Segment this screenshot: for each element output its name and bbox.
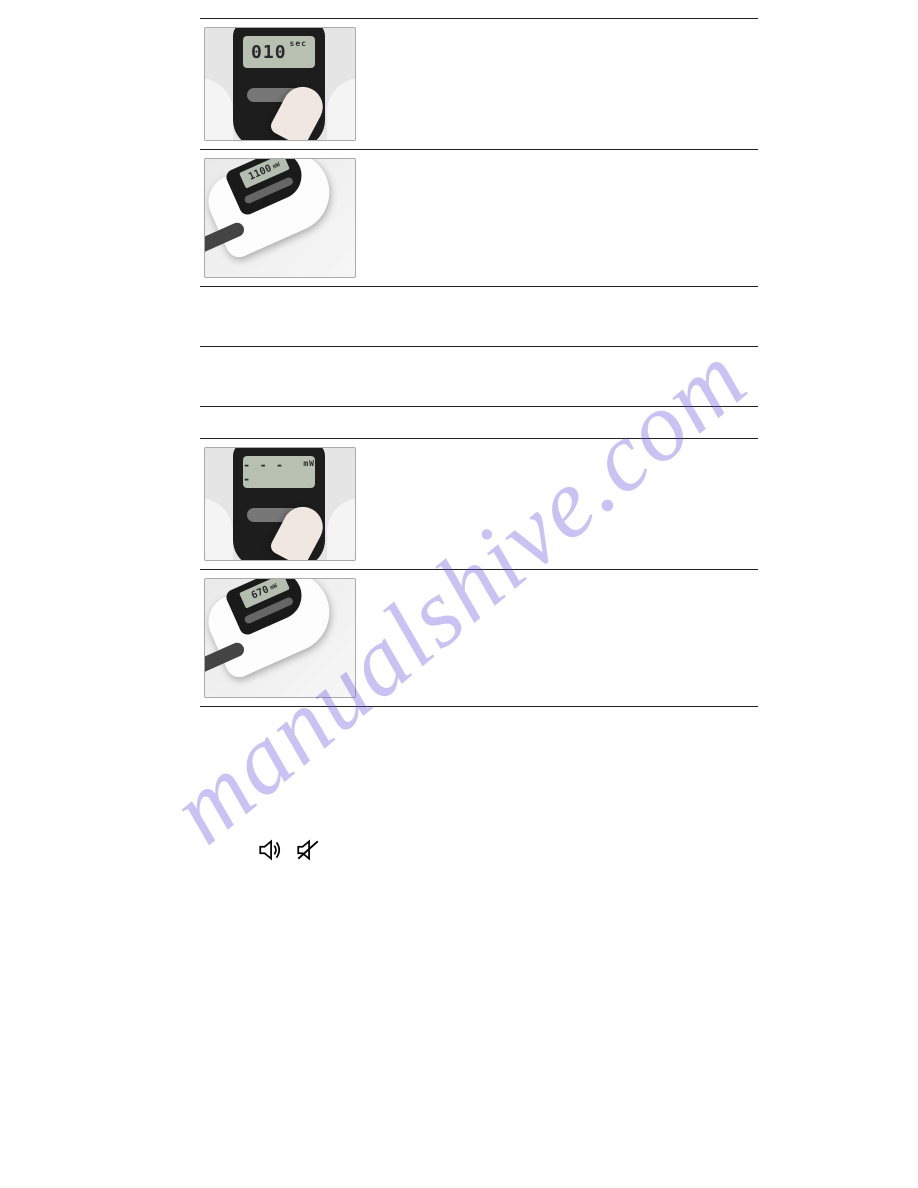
device-side: [327, 498, 356, 561]
table-row: 1100 mW: [200, 149, 758, 286]
device-thumbnail: 670 mW: [204, 578, 356, 698]
speaker-on-icon: [256, 837, 284, 863]
device-thumbnail: - - - - mW: [204, 447, 356, 561]
lcd-value: - - - -: [243, 458, 300, 486]
device-panel: - - - - mW: [233, 447, 325, 561]
lcd-value: 010: [251, 42, 287, 63]
content-column: 010 sec 1100 mW: [200, 18, 758, 873]
table-row: - - - - mW: [200, 438, 758, 569]
device-side: [204, 78, 233, 141]
device-panel: 010 sec: [233, 27, 325, 141]
table-row: [200, 346, 758, 406]
table-row: [200, 406, 758, 438]
speaker-off-icon: [294, 837, 322, 863]
table-row: 670 mW: [200, 569, 758, 707]
lcd-unit: mW: [272, 161, 281, 170]
icons-row: [200, 827, 758, 873]
lcd-unit: sec: [290, 39, 307, 48]
device-side: [327, 78, 356, 141]
lcd-display: - - - - mW: [243, 456, 315, 488]
lcd-unit: mW: [269, 582, 278, 591]
device-angled: 670 mW: [205, 579, 355, 697]
table-row: [200, 286, 758, 346]
lcd-display: 010 sec: [243, 36, 315, 68]
device-thumbnail: 010 sec: [204, 27, 356, 141]
device-angled: 1100 mW: [205, 159, 355, 277]
lcd-unit: mW: [303, 459, 315, 468]
table-row: 010 sec: [200, 18, 758, 149]
device-thumbnail: 1100 mW: [204, 158, 356, 278]
device-side: [204, 498, 233, 561]
spacer: [200, 707, 758, 827]
